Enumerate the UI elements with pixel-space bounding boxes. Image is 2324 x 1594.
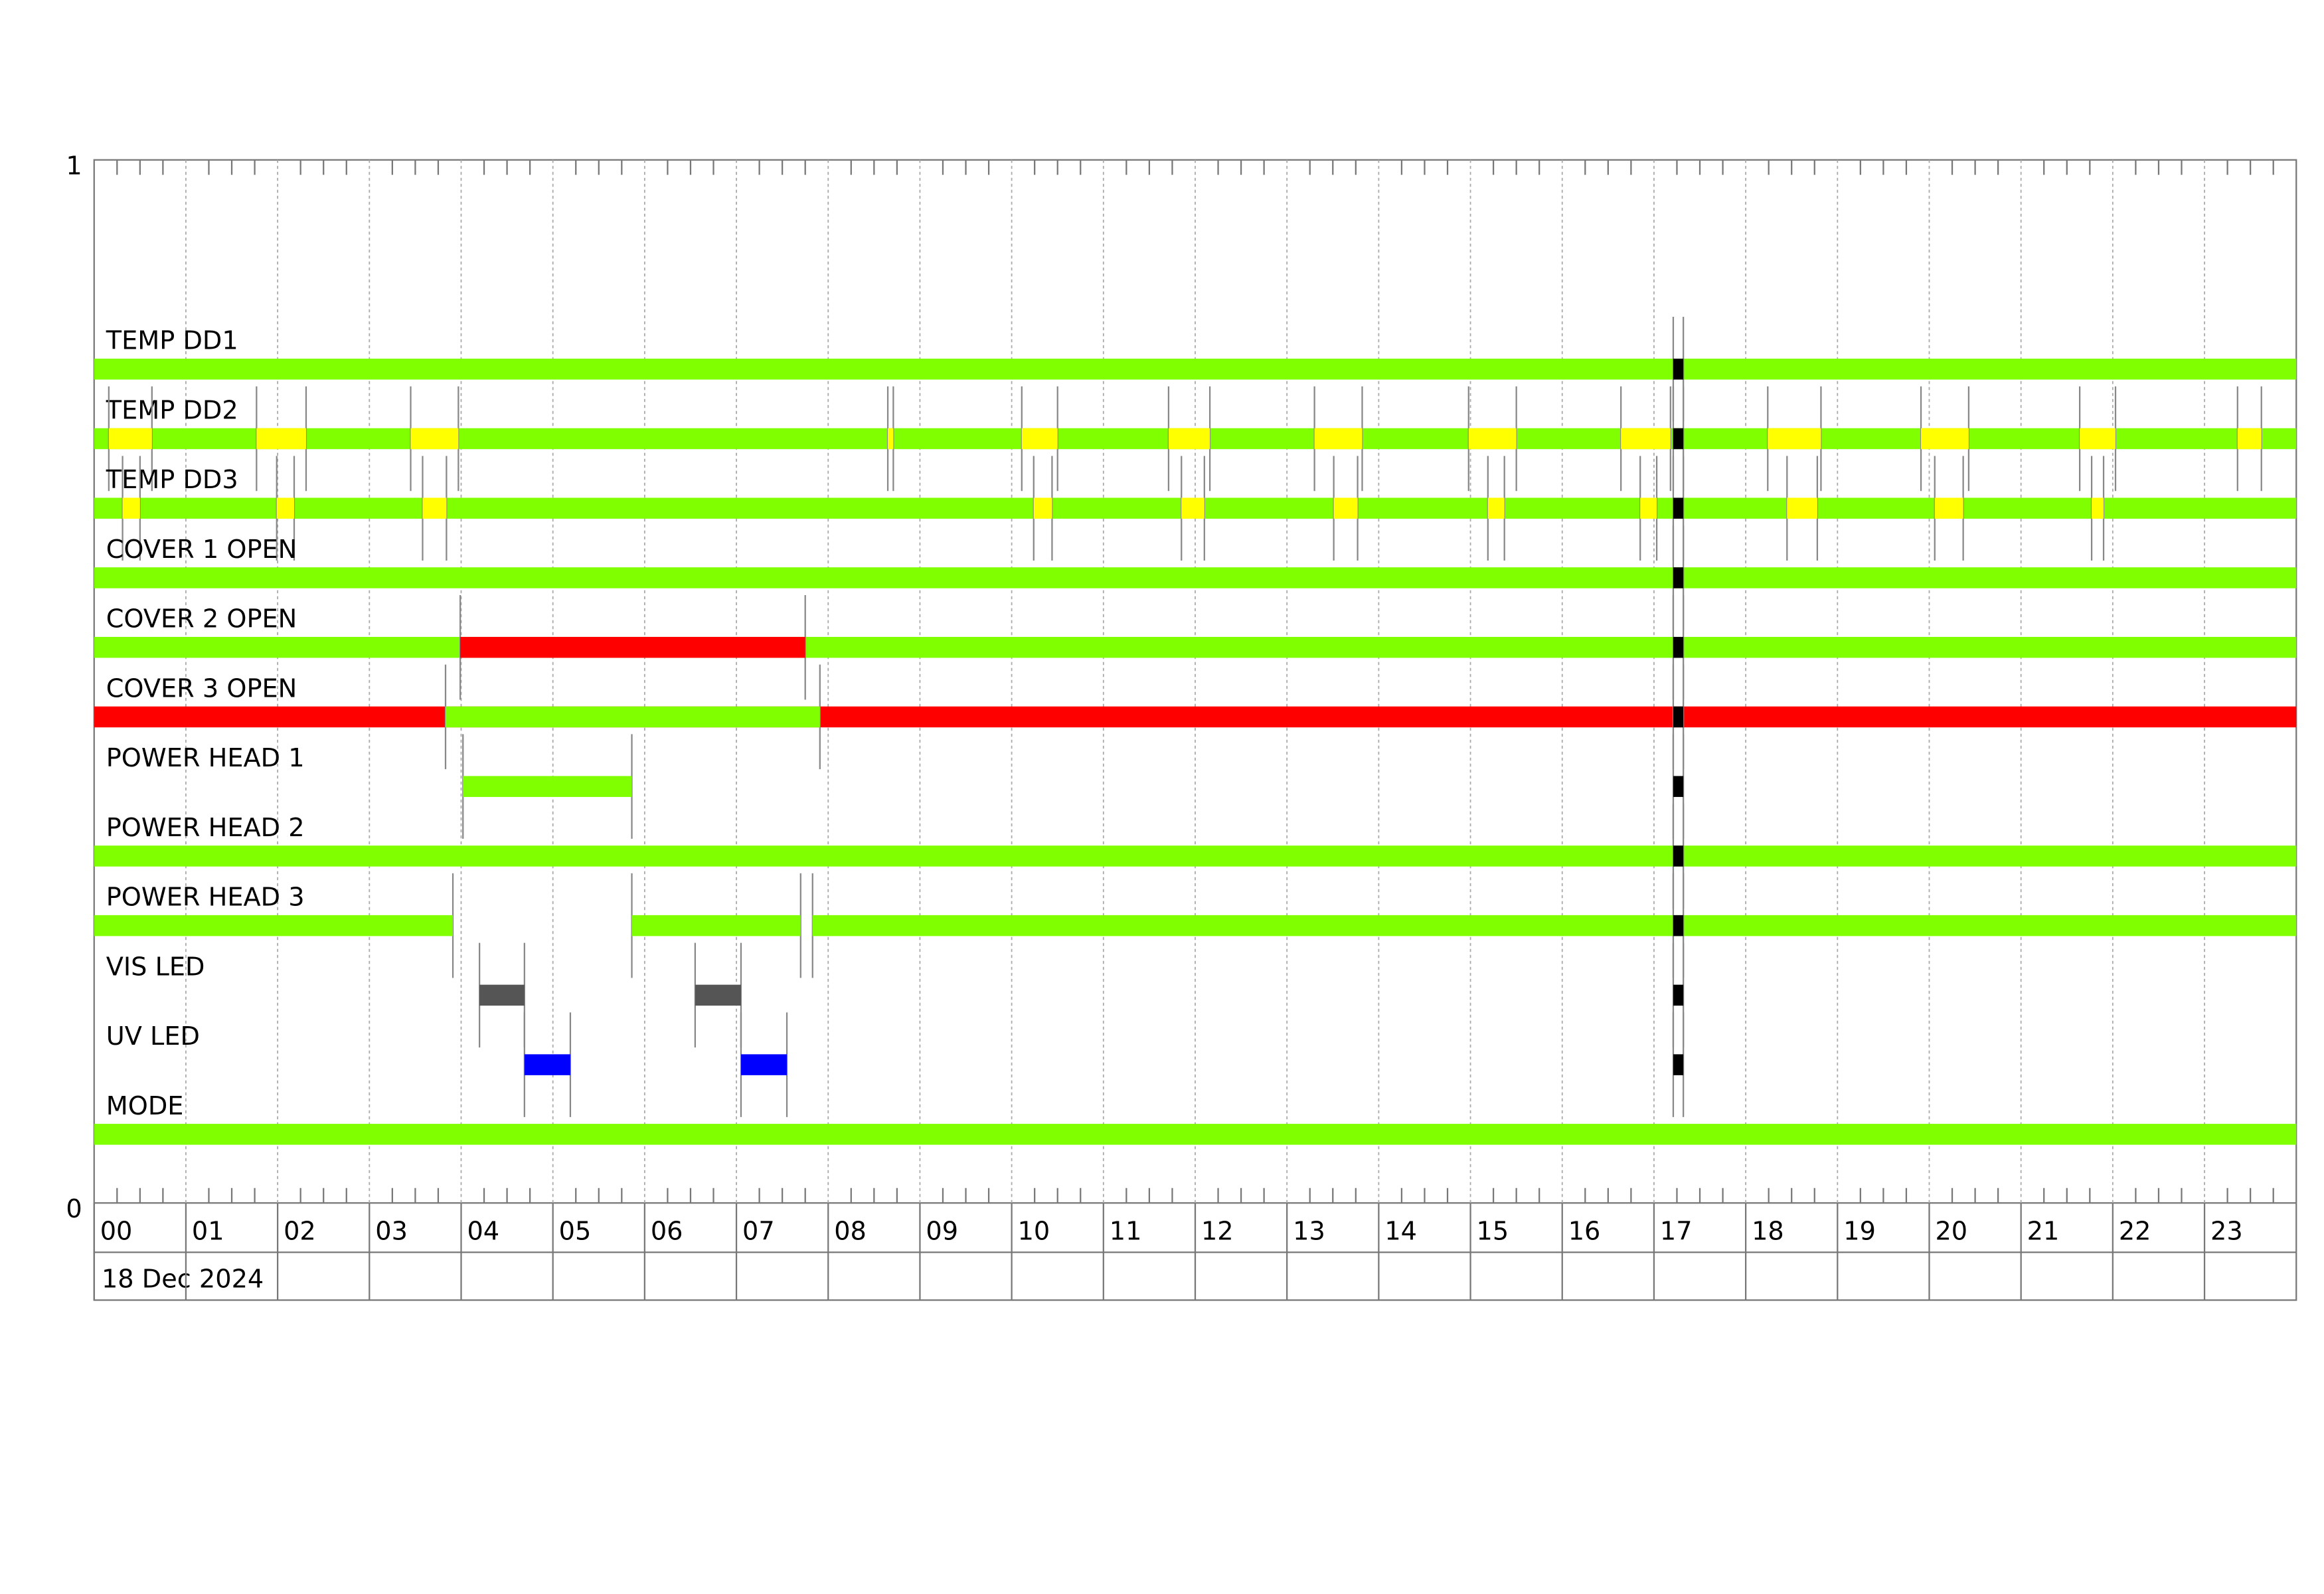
state-segment	[1468, 428, 1517, 450]
state-segment	[1673, 567, 1684, 588]
row-label: MODE	[106, 1092, 184, 1121]
x-tick-label: 09	[926, 1217, 958, 1247]
state-segment	[1673, 984, 1684, 1006]
x-tick-label: 05	[559, 1217, 592, 1247]
x-tick-label: 07	[742, 1217, 775, 1247]
x-tick-label: 22	[2119, 1217, 2151, 1247]
row-label: COVER 3 OPEN	[106, 674, 297, 703]
x-tick-label: 13	[1293, 1217, 1325, 1247]
state-segment	[1673, 358, 1684, 380]
state-segment	[1487, 497, 1505, 519]
state-segment	[1673, 706, 1684, 728]
state-segment	[1673, 497, 1684, 519]
state-segment	[1621, 428, 1671, 450]
state-segment	[1021, 428, 1058, 450]
x-tick-label: 01	[192, 1217, 224, 1247]
state-segment	[94, 706, 2297, 728]
row-label: COVER 1 OPEN	[106, 535, 297, 565]
state-segment	[94, 358, 2297, 380]
state-segment	[460, 636, 805, 658]
state-segment	[463, 776, 632, 797]
row-label: POWER HEAD 1	[106, 744, 305, 773]
state-segment	[94, 636, 2297, 658]
x-tick-label: 04	[467, 1217, 499, 1247]
state-segment	[94, 567, 2297, 588]
x-tick-label: 08	[834, 1217, 867, 1247]
state-segment	[2237, 428, 2262, 450]
x-tick-label: 03	[375, 1217, 408, 1247]
state-segment	[888, 428, 894, 450]
x-tick-label: 12	[1201, 1217, 1234, 1247]
x-tick-label: 23	[2210, 1217, 2243, 1247]
x-tick-label: 18	[1752, 1217, 1784, 1247]
y-tick-label: 1	[66, 151, 82, 181]
row-label: COVER 2 OPEN	[106, 605, 297, 634]
state-segment	[94, 915, 454, 936]
row-label: POWER HEAD 2	[106, 814, 305, 843]
row-label: UV LED	[106, 1022, 200, 1051]
x-tick-label: 21	[2027, 1217, 2060, 1247]
state-segment	[446, 706, 820, 728]
state-segment	[276, 497, 294, 519]
state-segment	[94, 845, 2297, 867]
row-label: POWER HEAD 3	[106, 883, 305, 913]
y-tick-label: 0	[66, 1195, 82, 1224]
date-label: 18 Dec 2024	[102, 1265, 264, 1294]
state-segment	[1673, 776, 1684, 797]
x-tick-label: 15	[1477, 1217, 1509, 1247]
row-label: TEMP DD3	[106, 466, 238, 495]
x-tick-label: 17	[1660, 1217, 1693, 1247]
state-segment	[1673, 845, 1684, 867]
state-segment	[1673, 636, 1684, 658]
x-tick-label: 06	[651, 1217, 683, 1247]
x-tick-label: 00	[100, 1217, 133, 1247]
state-segment	[1673, 915, 1684, 936]
state-segment	[695, 984, 741, 1006]
state-segment	[2080, 428, 2116, 450]
state-segment	[108, 428, 152, 450]
x-tick-label: 19	[1843, 1217, 1876, 1247]
state-segment	[256, 428, 306, 450]
state-segment	[1934, 497, 1963, 519]
x-tick-label: 20	[1935, 1217, 1967, 1247]
state-segment	[1181, 497, 1204, 519]
state-segment	[1787, 497, 1817, 519]
row-label: VIS LED	[106, 952, 205, 982]
state-segment	[812, 915, 2297, 936]
x-tick-label: 14	[1384, 1217, 1417, 1247]
x-tick-label: 11	[1110, 1217, 1142, 1247]
state-segment	[1314, 428, 1363, 450]
state-segment	[1640, 497, 1657, 519]
state-segment	[1921, 428, 1969, 450]
state-segment	[422, 497, 447, 519]
state-segment	[1333, 497, 1358, 519]
x-tick-label: 10	[1018, 1217, 1050, 1247]
state-segment	[410, 428, 459, 450]
state-segment	[524, 1054, 570, 1075]
state-segment	[1033, 497, 1052, 519]
state-segment	[1673, 428, 1684, 450]
state-segment	[479, 984, 525, 1006]
state-segment	[1673, 1054, 1684, 1075]
state-segment	[2092, 497, 2104, 519]
state-segment	[1168, 428, 1210, 450]
state-segment	[631, 915, 801, 936]
state-segment	[1768, 428, 1821, 450]
x-tick-label: 02	[284, 1217, 316, 1247]
state-segment	[122, 497, 140, 519]
state-segment	[740, 1054, 788, 1075]
state-segment	[94, 1124, 2297, 1145]
row-label: TEMP DD2	[106, 396, 238, 425]
row-label: TEMP DD1	[106, 327, 238, 356]
x-tick-label: 16	[1568, 1217, 1601, 1247]
